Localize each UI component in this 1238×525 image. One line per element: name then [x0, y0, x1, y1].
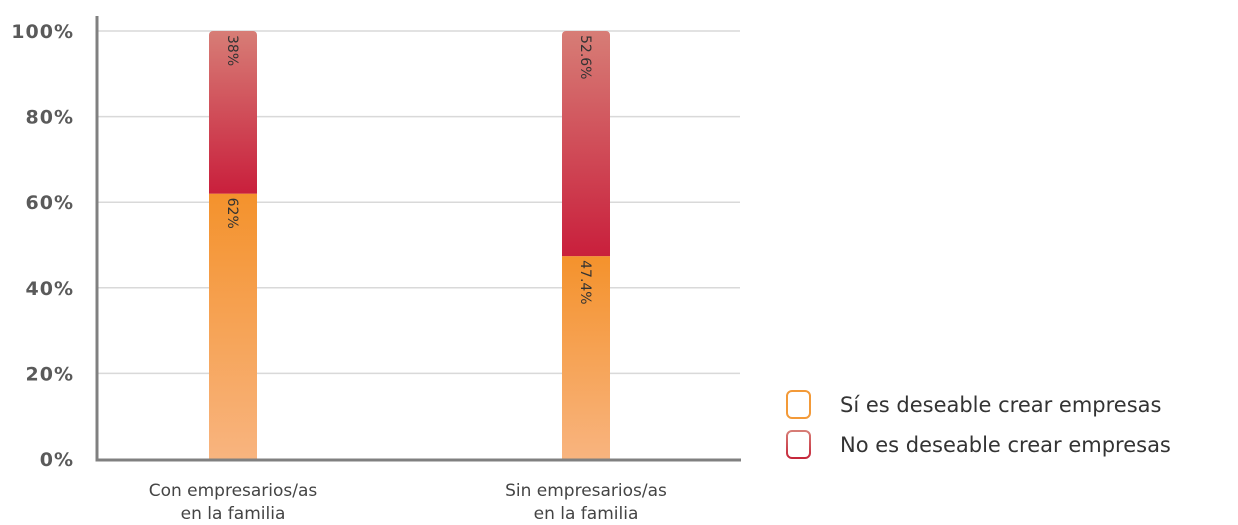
- bars: [209, 31, 610, 459]
- x-category-label: Con empresarios/as: [149, 481, 318, 501]
- data-label: 38%: [224, 35, 240, 66]
- axes: [95, 16, 741, 462]
- legend-swatch-si: [786, 390, 811, 419]
- legend-label: Sí es deseable crear empresas: [840, 393, 1161, 417]
- grid-lines: [97, 30, 740, 375]
- data-label: 47.4%: [577, 260, 593, 304]
- y-tick-label: 100%: [11, 21, 74, 43]
- bar-segment-si-1: [209, 193, 257, 459]
- x-category-label: Sin empresarios/as: [505, 481, 667, 501]
- y-tick-label: 20%: [26, 363, 74, 385]
- labels: 0% 20% 40% 60% 80% 100% 62% 38% Con empresarios/…: [11, 21, 667, 524]
- bar-segment-no-1: [209, 31, 257, 194]
- legend: Sí es deseable crear empresas No es desea…: [786, 390, 1171, 459]
- bar-segment-no-2: [562, 31, 610, 257]
- y-tick-label: 60%: [26, 192, 74, 214]
- data-label: 52.6%: [577, 35, 593, 79]
- bar-segment-si-2: [562, 256, 610, 459]
- legend-swatch-no: [786, 430, 811, 459]
- x-category-label: en la familia: [534, 504, 639, 524]
- y-tick-label: 40%: [26, 278, 74, 300]
- legend-label: No es deseable crear empresas: [840, 433, 1171, 457]
- data-label: 62%: [224, 198, 240, 229]
- bar-stack-1: [209, 31, 257, 459]
- bar-stack-2: [562, 31, 610, 459]
- y-tick-label: 0%: [40, 449, 74, 471]
- y-tick-label: 80%: [26, 107, 74, 129]
- x-category-label: en la familia: [181, 504, 286, 524]
